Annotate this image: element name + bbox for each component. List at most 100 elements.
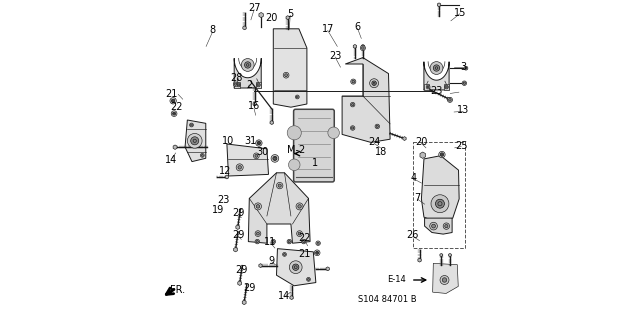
Polygon shape bbox=[225, 175, 229, 179]
Circle shape bbox=[444, 85, 448, 89]
Circle shape bbox=[441, 153, 444, 156]
Text: 20: 20 bbox=[415, 137, 428, 148]
Text: 29: 29 bbox=[232, 208, 244, 218]
Polygon shape bbox=[440, 253, 442, 257]
Polygon shape bbox=[420, 152, 425, 158]
Text: 22: 22 bbox=[298, 233, 311, 244]
Circle shape bbox=[306, 277, 310, 281]
Circle shape bbox=[258, 84, 260, 86]
Polygon shape bbox=[259, 12, 263, 18]
Text: 9: 9 bbox=[268, 256, 275, 266]
Circle shape bbox=[296, 95, 299, 99]
Text: 26: 26 bbox=[406, 230, 418, 240]
Circle shape bbox=[308, 278, 310, 280]
Circle shape bbox=[289, 159, 300, 171]
Circle shape bbox=[271, 239, 275, 244]
Polygon shape bbox=[253, 102, 256, 106]
Bar bbox=[234, 82, 240, 88]
Circle shape bbox=[436, 200, 444, 208]
Circle shape bbox=[436, 67, 438, 69]
Bar bbox=[444, 84, 449, 90]
Polygon shape bbox=[277, 249, 316, 286]
Polygon shape bbox=[270, 121, 273, 124]
Circle shape bbox=[191, 137, 199, 145]
Circle shape bbox=[375, 124, 380, 129]
Circle shape bbox=[172, 99, 175, 102]
Circle shape bbox=[298, 205, 301, 208]
Text: 31: 31 bbox=[245, 136, 257, 146]
Circle shape bbox=[245, 62, 250, 68]
Circle shape bbox=[256, 240, 258, 243]
FancyBboxPatch shape bbox=[294, 109, 334, 182]
Circle shape bbox=[316, 252, 318, 253]
Circle shape bbox=[351, 127, 354, 129]
Circle shape bbox=[441, 153, 444, 156]
Circle shape bbox=[427, 86, 429, 88]
Polygon shape bbox=[425, 218, 452, 234]
Polygon shape bbox=[448, 97, 451, 101]
Circle shape bbox=[303, 240, 305, 243]
Circle shape bbox=[439, 151, 445, 158]
Circle shape bbox=[244, 62, 251, 68]
Circle shape bbox=[193, 139, 196, 142]
Polygon shape bbox=[234, 58, 261, 88]
Text: 25: 25 bbox=[455, 140, 467, 151]
Polygon shape bbox=[361, 44, 365, 48]
Circle shape bbox=[187, 133, 202, 148]
Circle shape bbox=[277, 182, 283, 189]
Circle shape bbox=[246, 64, 249, 66]
Circle shape bbox=[462, 81, 467, 85]
Circle shape bbox=[432, 224, 436, 228]
Circle shape bbox=[449, 99, 451, 101]
Text: 23: 23 bbox=[329, 51, 341, 61]
Circle shape bbox=[285, 74, 287, 76]
Circle shape bbox=[351, 79, 356, 84]
Circle shape bbox=[376, 125, 379, 127]
Circle shape bbox=[287, 126, 301, 140]
Circle shape bbox=[445, 225, 448, 228]
Circle shape bbox=[434, 65, 440, 71]
Text: 23: 23 bbox=[218, 195, 230, 205]
Circle shape bbox=[274, 157, 276, 159]
Circle shape bbox=[256, 140, 262, 146]
Polygon shape bbox=[259, 264, 262, 268]
Circle shape bbox=[192, 138, 198, 144]
Circle shape bbox=[448, 97, 453, 102]
Circle shape bbox=[360, 45, 365, 51]
Circle shape bbox=[278, 184, 281, 187]
Circle shape bbox=[440, 276, 449, 284]
Text: 11: 11 bbox=[264, 236, 276, 247]
Circle shape bbox=[171, 111, 177, 116]
Circle shape bbox=[298, 232, 301, 235]
Polygon shape bbox=[227, 144, 268, 176]
Polygon shape bbox=[273, 29, 307, 107]
Text: 14: 14 bbox=[279, 291, 291, 301]
Text: 29: 29 bbox=[243, 283, 256, 293]
Bar bbox=[256, 82, 261, 88]
Circle shape bbox=[361, 47, 364, 49]
Text: 3: 3 bbox=[460, 62, 466, 72]
Polygon shape bbox=[437, 3, 441, 7]
Circle shape bbox=[296, 203, 303, 210]
Circle shape bbox=[328, 127, 339, 139]
Circle shape bbox=[256, 205, 260, 208]
Circle shape bbox=[257, 141, 261, 145]
Polygon shape bbox=[248, 173, 310, 243]
Circle shape bbox=[172, 100, 174, 102]
Circle shape bbox=[426, 85, 430, 89]
Text: 7: 7 bbox=[414, 193, 420, 204]
Polygon shape bbox=[422, 156, 459, 223]
Circle shape bbox=[283, 72, 289, 78]
Polygon shape bbox=[238, 281, 242, 285]
Text: 14: 14 bbox=[165, 155, 177, 165]
Text: S104 84701 B: S104 84701 B bbox=[358, 295, 417, 304]
Circle shape bbox=[314, 250, 320, 256]
Polygon shape bbox=[173, 145, 177, 149]
Circle shape bbox=[173, 113, 175, 114]
Polygon shape bbox=[403, 137, 406, 140]
Circle shape bbox=[465, 67, 467, 69]
Circle shape bbox=[172, 99, 175, 102]
Circle shape bbox=[441, 154, 442, 156]
Circle shape bbox=[373, 82, 375, 84]
Text: 21: 21 bbox=[299, 249, 311, 260]
